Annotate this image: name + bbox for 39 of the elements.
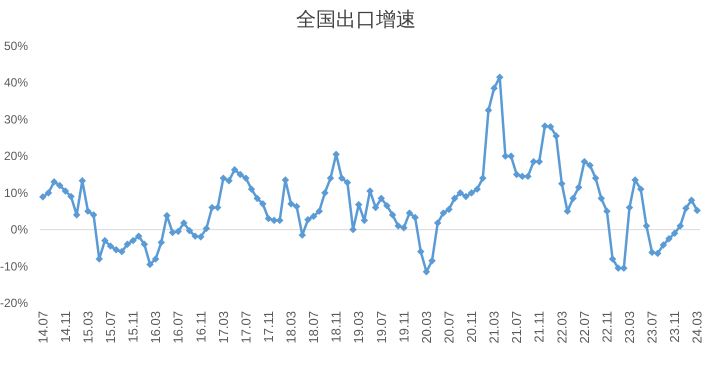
x-tick-label: 20.11 bbox=[464, 311, 480, 343]
x-tick-label: 15.11 bbox=[126, 311, 141, 343]
x-tick-label: 17.11 bbox=[260, 311, 276, 343]
x-tick-label: 16.11 bbox=[193, 311, 208, 343]
x-tick-label: 23.11 bbox=[667, 311, 682, 343]
x-tick-label: 22.03 bbox=[554, 311, 570, 344]
y-tick-label: -10% bbox=[0, 259, 28, 274]
x-tick-label: 18.11 bbox=[328, 311, 344, 343]
x-tick-label: 23.07 bbox=[644, 311, 660, 344]
x-tick-label: 19.03 bbox=[351, 311, 366, 344]
y-tick-label: 20% bbox=[4, 149, 28, 164]
x-tick-label: 17.07 bbox=[238, 311, 254, 344]
y-tick-label: 0% bbox=[10, 222, 28, 237]
chart-title: 全国出口增速 bbox=[296, 9, 416, 31]
x-tick-label: 20.07 bbox=[441, 311, 456, 344]
x-tick-label: 19.07 bbox=[374, 311, 389, 344]
y-tick-label: 30% bbox=[4, 112, 28, 126]
y-tick-label: -20% bbox=[0, 296, 28, 310]
x-tick-label: 21.11 bbox=[532, 311, 547, 343]
y-tick-label: 40% bbox=[4, 76, 28, 90]
x-tick-label: 15.03 bbox=[80, 311, 96, 344]
x-tick-label: 14.11 bbox=[58, 311, 73, 343]
x-tick-label: 24.03 bbox=[690, 311, 705, 344]
x-tick-label: 21.07 bbox=[509, 311, 524, 344]
x-tick-label: 14.07 bbox=[35, 311, 50, 344]
y-tick-label: 50% bbox=[4, 39, 28, 53]
y-tick-label: 10% bbox=[4, 186, 28, 200]
x-tick-label: 16.07 bbox=[170, 311, 186, 344]
x-tick-label: 19.11 bbox=[396, 311, 412, 343]
x-tick-label: 21.03 bbox=[486, 311, 502, 344]
x-tick-label: 22.11 bbox=[599, 311, 614, 343]
x-tick-label: 18.07 bbox=[306, 311, 322, 344]
x-tick-label: 15.07 bbox=[103, 311, 118, 344]
x-tick-label: 20.03 bbox=[418, 311, 434, 344]
x-tick-label: 17.03 bbox=[216, 311, 231, 344]
x-tick-label: 22.07 bbox=[576, 311, 592, 344]
x-tick-label: 23.03 bbox=[622, 311, 637, 344]
x-tick-label: 16.03 bbox=[148, 311, 164, 344]
x-tick-label: 18.03 bbox=[284, 311, 299, 344]
